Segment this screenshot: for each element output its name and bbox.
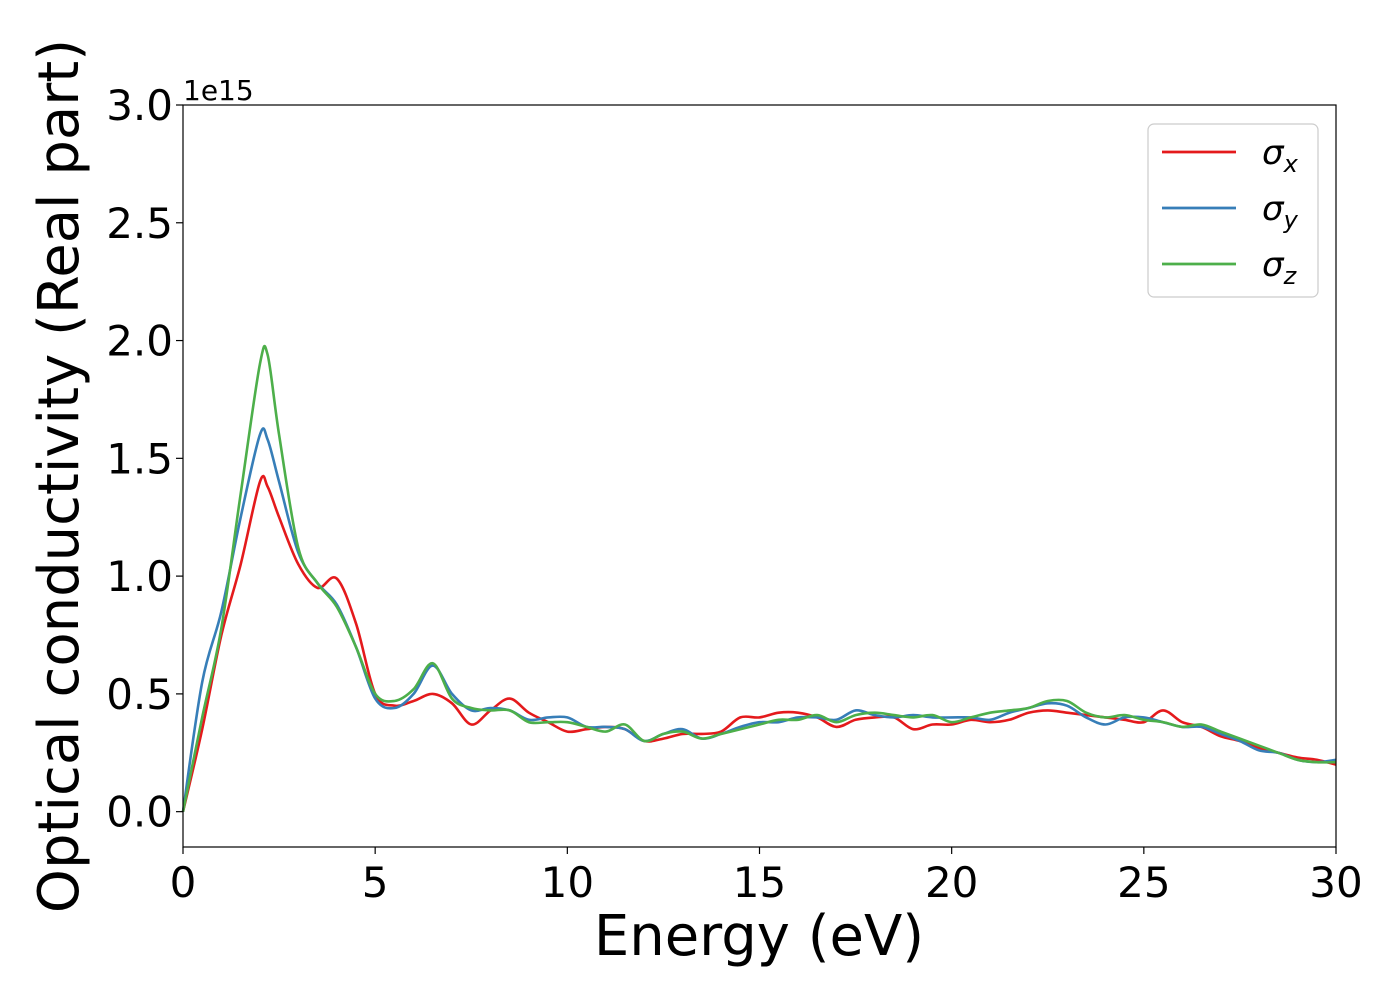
y-tick-label: 1.0 xyxy=(106,552,173,601)
x-tick-label: 5 xyxy=(362,858,389,907)
legend-label-y: σy xyxy=(1262,189,1299,234)
y-axis-title: Optical conductivity (Real part) xyxy=(27,39,92,913)
y-tick-label: 0.5 xyxy=(106,670,173,719)
x-tick-label: 25 xyxy=(1117,858,1170,907)
legend-frame xyxy=(1147,123,1319,298)
y-tick-label: 0.0 xyxy=(106,788,173,837)
legend-label-z: σz xyxy=(1262,245,1298,290)
legend: σx σy σz xyxy=(1147,123,1319,298)
series-line-z xyxy=(181,344,1337,812)
y-tick-label: 2.5 xyxy=(106,199,173,248)
y-axis: 0.0 0.5 1.0 1.5 2.0 2.5 3.0 xyxy=(106,81,183,837)
series-line-x xyxy=(181,474,1337,812)
y-tick-label: 1.5 xyxy=(106,434,173,483)
y-tick-label: 2.0 xyxy=(106,317,173,366)
x-tick-label: 30 xyxy=(1309,858,1362,907)
y-tick-label: 3.0 xyxy=(106,81,173,130)
legend-label-x: σx xyxy=(1262,133,1299,178)
x-tick-label: 0 xyxy=(170,858,197,907)
x-tick-label: 20 xyxy=(925,858,978,907)
x-axis: 0 5 10 15 20 25 30 xyxy=(170,847,1363,907)
x-tick-label: 15 xyxy=(733,858,786,907)
plot-lines xyxy=(181,344,1337,812)
x-axis-title: Energy (eV) xyxy=(594,904,924,969)
y-offset-label: 1e15 xyxy=(183,74,254,107)
x-tick-label: 10 xyxy=(541,858,594,907)
